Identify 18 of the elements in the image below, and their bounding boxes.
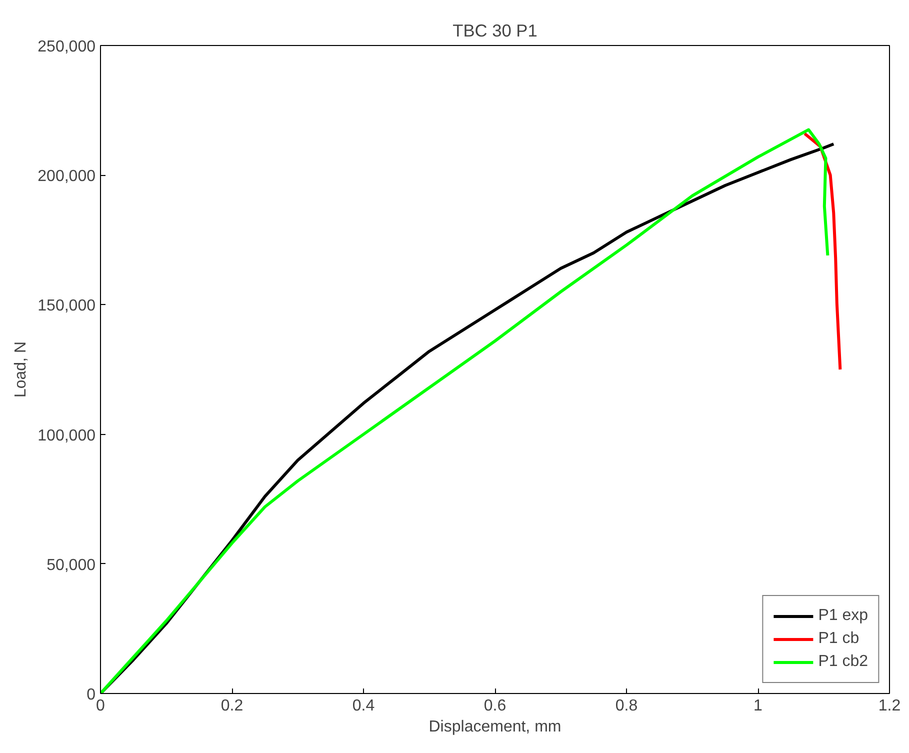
y-tick-label: 150,000 bbox=[38, 298, 96, 315]
x-tick-label: 0.4 bbox=[352, 698, 375, 714]
y-tick-label: 100,000 bbox=[38, 427, 96, 444]
y-tick-label: 50,000 bbox=[46, 556, 96, 574]
y-tick-label: 200,000 bbox=[38, 168, 96, 186]
y-tick-label: 0 bbox=[86, 686, 96, 704]
x-tick-label: 0.6 bbox=[484, 698, 506, 714]
x-tick-label: 1 bbox=[754, 698, 763, 714]
chart-title: TBC 30 P1 bbox=[452, 20, 538, 40]
y-tick-label: 250,000 bbox=[38, 38, 96, 56]
x-tick-label: 1.2 bbox=[878, 698, 901, 714]
x-tick-label: 0.8 bbox=[615, 698, 638, 714]
y-axis-title: Load, N bbox=[12, 341, 30, 398]
x-tick-label: 0.2 bbox=[220, 698, 244, 714]
x-axis-title: Displacement, mm bbox=[428, 718, 562, 736]
legend-label: P1 exp bbox=[818, 607, 868, 625]
legend-label: P1 cb bbox=[818, 630, 860, 648]
legend-label: P1 cb2 bbox=[818, 653, 868, 671]
